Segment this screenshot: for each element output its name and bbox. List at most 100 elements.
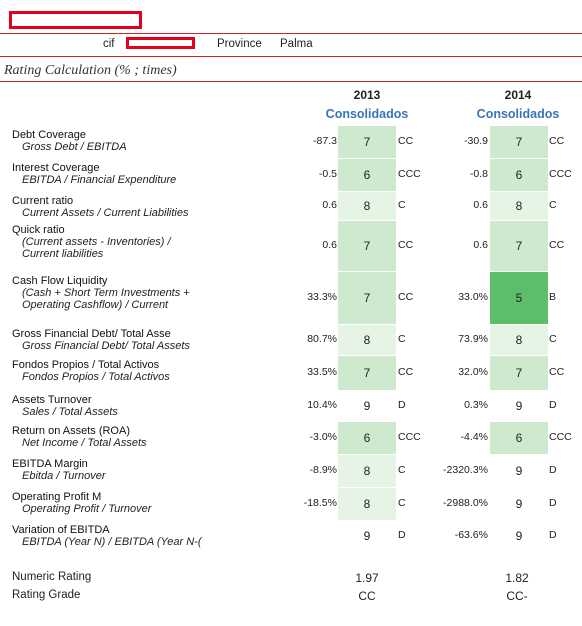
ratio-score-y2013: 7	[338, 126, 396, 158]
ratio-score-y2013: 8	[338, 192, 396, 220]
ratio-grade-y2014: C	[549, 333, 557, 345]
ratio-grade-y2013: CC	[398, 239, 414, 251]
ratio-formula: Current Assets / Current Liabilities	[22, 207, 189, 219]
ratio-score-y2013: 7	[338, 356, 396, 390]
year-2013-header: 2013	[353, 88, 381, 102]
ratio-label: Return on Assets (ROA) Net Income / Total…	[12, 425, 147, 449]
ratio-grade-y2013: CCC	[398, 431, 421, 443]
ratio-value-y2014: -4.4%	[460, 431, 488, 443]
ratio-grade-y2014: D	[549, 399, 557, 411]
ratio-name: Operating Profit M	[12, 491, 102, 503]
ratio-score-y2014: 9	[490, 455, 548, 487]
ratio-score-y2013: 7	[338, 221, 396, 271]
ratio-grade-y2014: D	[549, 464, 557, 476]
header-divider-top	[0, 33, 582, 34]
ratio-score-y2014: 6	[490, 159, 548, 191]
ratio-value-y2014: -63.6%	[454, 529, 488, 541]
province-value: Palma	[280, 38, 313, 50]
redacted-cif-value	[126, 37, 195, 49]
ratio-name: Gross Financial Debt/ Total Asse	[12, 328, 171, 340]
ratio-score-y2014: 9	[490, 488, 548, 520]
ratio-score-y2014: 7	[490, 221, 548, 271]
ratio-value-y2013: -0.5	[318, 168, 337, 180]
ratio-score-y2014: 8	[490, 192, 548, 220]
ratio-grade-y2013: C	[398, 497, 406, 509]
ratio-score-y2014: 8	[490, 325, 548, 355]
ratio-name: Assets Turnover	[12, 394, 92, 406]
ratio-value-y2013: -18.5%	[303, 497, 337, 509]
numeric-rating-2013: 1.97	[355, 571, 379, 585]
numeric-rating-label: Numeric Rating	[12, 571, 92, 583]
year-2014-subtitle: Consolidados	[476, 107, 560, 121]
ratio-score-y2013: 6	[338, 159, 396, 191]
ratio-formula-line2: Operating Cashflow) / Current	[22, 299, 169, 311]
ratio-grade-y2013: C	[398, 199, 406, 211]
header-divider-bottom	[0, 81, 582, 82]
ratio-formula: Ebitda / Turnover	[22, 470, 106, 482]
ratio-label: Variation of EBITDA EBITDA (Year N) / EBI…	[12, 524, 202, 548]
ratio-grade-y2014: B	[549, 291, 557, 303]
header-divider-mid	[0, 56, 582, 57]
ratio-value-y2013: 80.7%	[307, 333, 337, 345]
ratio-formula: Net Income / Total Assets	[22, 437, 147, 449]
ratio-value-y2014: 32.0%	[458, 366, 488, 378]
ratio-label: Fondos Propios / Total Activos Fondos Pro…	[12, 359, 170, 383]
page-title: Rating Calculation (% ; times)	[4, 63, 177, 78]
cif-label: cif	[103, 38, 115, 50]
ratio-value-y2013: -3.0%	[309, 431, 337, 443]
ratio-score-y2014: 9	[490, 521, 548, 551]
ratio-value-y2013: -8.9%	[309, 464, 337, 476]
ratio-value-y2013: 33.3%	[307, 291, 337, 303]
ratio-score-y2014: 9	[490, 391, 548, 421]
ratio-score-y2014: 5	[490, 272, 548, 324]
ratio-value-y2013: 0.6	[322, 239, 337, 251]
ratio-score-y2013: 8	[338, 488, 396, 520]
ratio-grade-y2013: D	[398, 399, 406, 411]
ratio-formula: Gross Financial Debt/ Total Assets	[22, 340, 190, 352]
redacted-company-name	[9, 11, 142, 29]
ratio-grade-y2014: D	[549, 529, 557, 541]
numeric-rating-2014: 1.82	[505, 571, 529, 585]
ratio-value-y2014: 33.0%	[458, 291, 488, 303]
ratio-grade-y2014: CCC	[549, 168, 572, 180]
ratio-grade-y2014: CC	[549, 239, 565, 251]
ratio-value-y2014: 0.6	[473, 199, 488, 211]
ratio-grade-y2014: D	[549, 497, 557, 509]
ratio-score-y2014: 7	[490, 356, 548, 390]
ratio-formula: (Cash + Short Term Investments +	[22, 287, 190, 299]
ratio-grade-y2013: CC	[398, 135, 414, 147]
ratio-formula: EBITDA (Year N) / EBITDA (Year N-(	[22, 536, 202, 548]
ratio-value-y2013: -87.3	[313, 135, 337, 147]
ratio-grade-y2014: C	[549, 199, 557, 211]
ratio-label: Gross Financial Debt/ Total Asse Gross Fi…	[12, 328, 190, 352]
ratio-value-y2014: -2320.3%	[443, 464, 488, 476]
ratio-name: EBITDA Margin	[12, 458, 88, 470]
ratio-score-y2014: 6	[490, 422, 548, 454]
ratio-score-y2013: 8	[338, 325, 396, 355]
ratio-name: Debt Coverage	[12, 129, 86, 141]
ratio-value-y2013: 10.4%	[307, 399, 337, 411]
ratio-score-y2013: 9	[338, 391, 396, 421]
ratio-grade-y2013: CC	[398, 291, 414, 303]
ratio-grade-y2013: C	[398, 464, 406, 476]
ratio-grade-y2014: CC	[549, 135, 565, 147]
ratio-name: Quick ratio	[12, 224, 65, 236]
ratio-name: Variation of EBITDA	[12, 524, 110, 536]
ratio-name: Cash Flow Liquidity	[12, 275, 108, 287]
ratio-label: Debt Coverage Gross Debt / EBITDA	[12, 129, 127, 153]
province-label: Province	[217, 38, 262, 50]
ratio-label: Interest Coverage EBITDA / Financial Expe…	[12, 162, 176, 186]
ratio-grade-y2014: CCC	[549, 431, 572, 443]
ratio-label: Assets Turnover Sales / Total Assets	[12, 394, 118, 418]
ratio-value-y2014: -30.9	[464, 135, 488, 147]
year-2014-header: 2014	[504, 88, 532, 102]
ratio-grade-y2014: CC	[549, 366, 565, 378]
ratio-grade-y2013: C	[398, 333, 406, 345]
rating-grade-2014: CC-	[506, 589, 528, 603]
rating-grade-2013: CC	[358, 589, 376, 603]
ratio-label: Current ratio Current Assets / Current Li…	[12, 195, 189, 219]
ratio-grade-y2013: D	[398, 529, 406, 541]
ratio-label: EBITDA Margin Ebitda / Turnover	[12, 458, 106, 482]
ratio-name: Interest Coverage	[12, 162, 100, 174]
ratio-value-y2014: -2988.0%	[443, 497, 488, 509]
